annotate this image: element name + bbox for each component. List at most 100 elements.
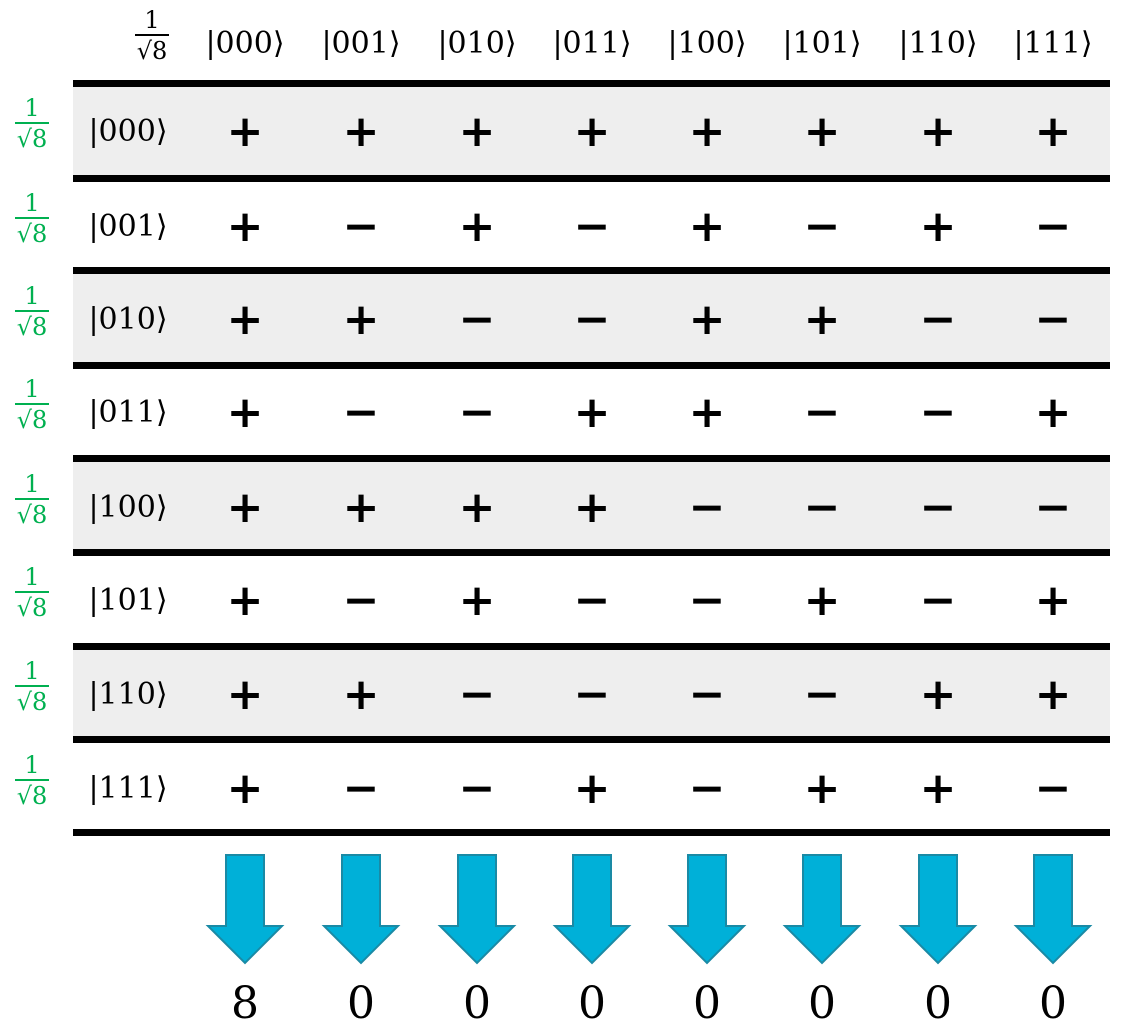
row-prefactor: 1 √8 [2, 283, 62, 340]
sign-cell: + [458, 106, 496, 157]
table-rule [73, 362, 1110, 369]
sign-cell: + [919, 763, 957, 814]
sign-cell: + [803, 294, 841, 345]
sign-cell: − [803, 387, 841, 438]
sign-cell: + [458, 482, 496, 533]
fraction-numerator: 1 [144, 6, 160, 34]
sign-cell: − [573, 201, 611, 252]
fraction-bar [15, 310, 49, 312]
row-prefactor: 1 √8 [2, 658, 62, 715]
row-label: |111⟩ [88, 771, 168, 806]
fraction-bar [15, 217, 49, 219]
fraction-denominator: √8 [16, 782, 48, 810]
row-prefactor: 1 √8 [2, 752, 62, 809]
column-label: |100⟩ [667, 26, 747, 61]
column-prefactor: 1 √8 [122, 7, 182, 64]
sign-cell: − [342, 201, 380, 252]
result-value: 0 [463, 978, 491, 1029]
sign-cell: − [803, 201, 841, 252]
table-rule [73, 175, 1110, 182]
column-label: |010⟩ [437, 26, 517, 61]
table-rule [73, 549, 1110, 556]
sign-cell: + [226, 575, 264, 626]
column-label: |111⟩ [1013, 26, 1093, 61]
result-value: 0 [347, 978, 375, 1029]
table-rule [73, 267, 1110, 274]
sign-cell: + [226, 201, 264, 252]
down-arrow-icon [667, 853, 747, 965]
sign-cell: + [919, 669, 957, 720]
fraction-bar [15, 779, 49, 781]
table-rule [73, 643, 1110, 650]
fraction-numerator: 1 [24, 189, 40, 217]
sign-cell: − [342, 763, 380, 814]
sign-cell: + [226, 106, 264, 157]
sign-cell: + [226, 482, 264, 533]
column-label: |101⟩ [782, 26, 862, 61]
sign-cell: + [688, 106, 726, 157]
sign-cell: + [688, 387, 726, 438]
result-value: 0 [1039, 978, 1067, 1029]
sign-cell: + [573, 763, 611, 814]
result-value: 0 [693, 978, 721, 1029]
fraction-bar [15, 498, 49, 500]
row-band [73, 87, 1110, 175]
result-value: 8 [231, 978, 259, 1029]
sign-cell: + [458, 201, 496, 252]
fraction-bar [15, 591, 49, 593]
column-label: |110⟩ [898, 26, 978, 61]
sign-cell: − [919, 482, 957, 533]
row-band [73, 462, 1110, 549]
fraction-denominator: √8 [16, 313, 48, 341]
result-value: 0 [808, 978, 836, 1029]
sign-cell: − [1034, 763, 1072, 814]
fraction-bar [15, 403, 49, 405]
sign-cell: + [226, 669, 264, 720]
sign-cell: + [919, 201, 957, 252]
down-arrow-icon [205, 853, 285, 965]
fraction-denominator: √8 [16, 125, 48, 153]
sign-cell: − [1034, 294, 1072, 345]
column-label: |011⟩ [552, 26, 632, 61]
sign-cell: − [803, 482, 841, 533]
sign-cell: − [458, 763, 496, 814]
sign-cell: − [573, 294, 611, 345]
sign-cell: + [573, 387, 611, 438]
sign-cell: − [573, 669, 611, 720]
sign-cell: + [573, 106, 611, 157]
fraction-numerator: 1 [24, 657, 40, 685]
row-prefactor: 1 √8 [2, 564, 62, 621]
down-arrow-icon [437, 853, 517, 965]
row-label: |011⟩ [88, 395, 168, 430]
fraction-denominator: √8 [16, 501, 48, 529]
down-arrow-icon [552, 853, 632, 965]
sign-cell: + [342, 294, 380, 345]
sign-cell: + [226, 387, 264, 438]
sign-cell: + [688, 201, 726, 252]
down-arrow-icon [898, 853, 978, 965]
row-label: |001⟩ [88, 209, 168, 244]
sign-cell: + [803, 106, 841, 157]
fraction-numerator: 1 [24, 470, 40, 498]
sign-cell: − [919, 387, 957, 438]
sign-cell: − [458, 669, 496, 720]
sign-cell: + [803, 575, 841, 626]
row-label: |110⟩ [88, 677, 168, 712]
down-arrow-icon [782, 853, 862, 965]
fraction-bar [135, 34, 169, 36]
fraction-bar [15, 122, 49, 124]
sign-cell: − [342, 575, 380, 626]
row-label: |000⟩ [88, 114, 168, 149]
sign-cell: + [342, 482, 380, 533]
sign-cell: − [803, 669, 841, 720]
fraction-denominator: √8 [16, 688, 48, 716]
row-prefactor: 1 √8 [2, 190, 62, 247]
row-label: |101⟩ [88, 583, 168, 618]
sign-cell: + [919, 106, 957, 157]
result-value: 0 [924, 978, 952, 1029]
down-arrow-icon [1013, 853, 1093, 965]
sign-cell: + [1034, 387, 1072, 438]
table-rule [73, 455, 1110, 462]
sign-cell: − [1034, 482, 1072, 533]
row-label: |010⟩ [88, 302, 168, 337]
